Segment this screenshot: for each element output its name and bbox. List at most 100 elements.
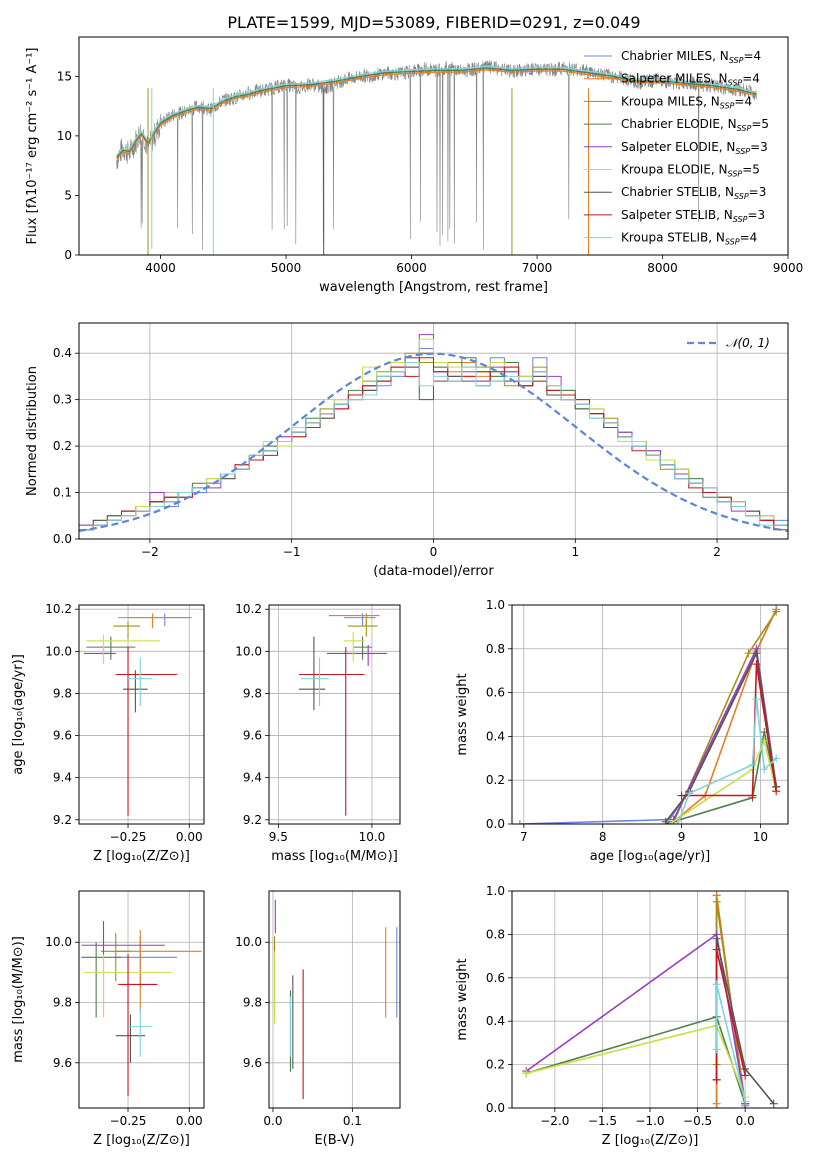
y-axis-label: mass [log₁₀(M/M⊙)] [11,936,26,1063]
legend-model-name: Kroupa STELIB [621,231,708,245]
plot-area [79,334,788,539]
y-tick-label: 0.2 [53,439,72,453]
errorbar-point-kroupa-miles [347,619,378,637]
y-axis-label: Flux [fλ10⁻¹⁷ erg cm⁻² s⁻¹ A⁻¹] [25,48,40,245]
errorbar-point-chabrier-miles [115,936,178,988]
weight-marker [515,820,524,824]
y-axis-label: Normed distribution [25,366,40,496]
axes-frame [268,890,401,1109]
x-tick-label: 10 [753,830,768,844]
errorbar-point-kroupa-stelib [128,657,153,707]
axes-frame [268,604,401,825]
x-tick-label: −0.25 [110,1114,147,1128]
y-tick-label: 0.6 [486,686,505,700]
legend-entry: Chabrier ELODIE, NSSP=5 [621,117,769,133]
legend-nssp-value: 4 [752,72,760,86]
panel-spectrum: 4000 5000 6000 7000 8000 9000 0 5 10 15 wavelength… [25,36,803,295]
x-tick-label: −2.0 [540,1114,569,1128]
weight-line [665,650,777,823]
y-tick-label: 9.4 [53,771,72,785]
x-tick-label: −2 [141,545,159,559]
weight-marker [772,754,781,763]
weight-marker [752,649,761,658]
weight-marker [748,760,757,769]
legend-nssp-value: 4 [754,49,762,63]
legend-nssp-subscript: SSP [729,56,744,65]
x-tick-label: 0.1 [343,1114,362,1128]
y-tick-label: 0.2 [486,773,505,787]
model-spectrum-kroupa-stelib [116,65,757,156]
weight-line [676,699,777,824]
x-tick-label: −1.5 [588,1114,617,1128]
y-tick-label: 9.2 [53,813,72,827]
weight-marker [712,1099,721,1108]
y-tick-label: 9.8 [243,686,262,700]
legend-nssp-value: 3 [760,140,768,154]
legend-model-name: Kroupa ELODIE [621,163,711,177]
y-tick-label: 0.4 [486,1014,505,1028]
errorbar-point-salpeter-stelib [118,954,158,1096]
y-tick-label: 0.1 [53,486,72,500]
x-tick-label: −0.25 [110,830,147,844]
legend-nssp-eq: = [747,208,757,222]
y-axis-label: age [log₁₀(age/yr)] [11,654,26,775]
weight-marker [677,791,686,800]
x-tick-label: 1 [571,545,579,559]
weight-marker [712,980,721,989]
panel-mass_vs_ebv: 0.0 0.1 9.6 9.8 10.0 E(B-V) [235,890,401,1148]
weight-series-chabrier-elodie [661,728,781,824]
y-tick-label: 5 [64,188,72,202]
y-tick-label: 10.0 [235,644,262,658]
plot-area [274,900,398,1099]
legend-entry: Salpeter ELODIE, NSSP=3 [621,140,768,156]
legend-nssp-value: 5 [761,117,769,131]
errorbar-point-salpeter-stelib [298,647,365,816]
weight-line [525,933,746,1104]
y-tick-label: 0.0 [486,1101,505,1115]
axes-frame [78,890,205,1109]
observed-spectrum [116,60,757,250]
panel-residuals: −2 −1 0 1 2 0.0 0.1 0.2 0.3 0.4 (data-model)/error… [25,322,789,579]
legend-nssp-eq: = [750,140,760,154]
legend-nssp-prefix: , N [711,72,728,86]
axes-frame [511,604,789,825]
x-tick-label: 0.00 [176,1114,203,1128]
y-tick-label: 10.0 [235,935,262,949]
model-spectrum-chabrier-elodie [116,67,757,158]
x-tick-label: 0 [430,545,438,559]
weight-line [669,738,777,824]
weight-marker [712,934,721,943]
axes-frame [511,890,789,1109]
weight-series-kroupa-elodie [522,1021,750,1102]
x-tick-label: −1 [283,545,301,559]
x-tick-label: 7000 [522,261,553,275]
panel-age_vs_z: −0.25 0.00 9.2 9.4 9.6 9.8 10.0 10.2 Z [log₁₀(Z/… [11,602,205,864]
legend-nssp-subscript: SSP [737,124,752,133]
legend-nssp-subscript: SSP [733,215,748,224]
legend-model-name: Chabrier MILES [621,49,712,63]
legend-entry: Salpeter MILES, NSSP=4 [621,72,760,88]
weight-series-kroupa-stelib [673,695,781,824]
y-tick-label: 9.6 [53,729,72,743]
x-tick-label: −1.0 [635,1114,664,1128]
figure-title: PLATE=1599, MJD=53089, FIBERID=0291, z=0… [227,13,640,32]
y-tick-label: 1.0 [486,884,505,898]
weight-marker [522,1069,531,1078]
y-tick-label: 0.3 [53,393,72,407]
gaussian-curve [79,352,788,532]
errorbar-point-kroupa-stelib [128,1008,153,1057]
y-tick-label: 0.4 [53,346,72,360]
x-tick-label: 0.0 [263,1114,282,1128]
legend-entry: Kroupa MILES, NSSP=4 [621,94,752,110]
x-axis-label: age [log₁₀(age/yr)] [590,849,711,864]
y-tick-label: 10 [57,129,72,143]
x-tick-label: 4000 [145,261,176,275]
weight-series-chabrier-stelib [661,649,781,824]
y-tick-label: 10.0 [45,644,72,658]
plot-area [522,891,778,1108]
legend-entry: Kroupa STELIB, NSSP=4 [621,231,757,247]
panels: 4000 5000 6000 7000 8000 9000051015wavelength… [11,36,803,1148]
y-tick-label: 9.6 [243,1056,262,1070]
histogram-kroupa-stelib [79,362,788,539]
